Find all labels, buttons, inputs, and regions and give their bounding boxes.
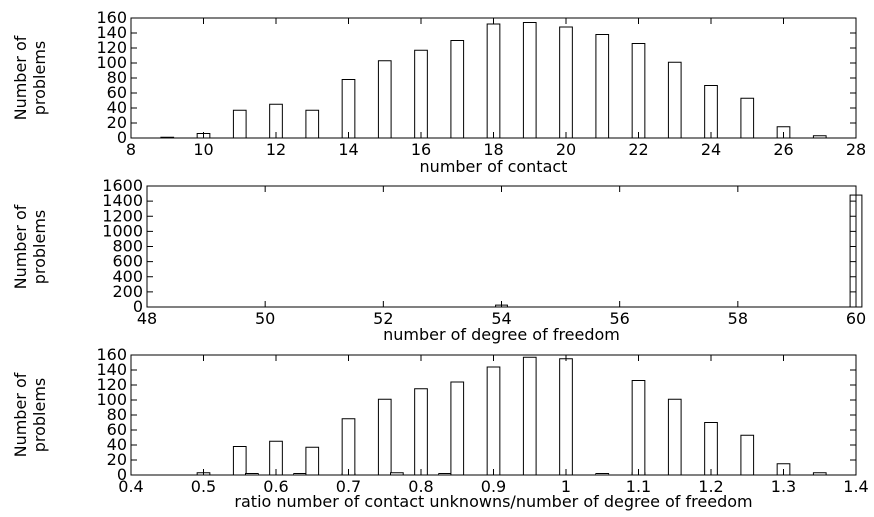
x-tick-label: 1.4 bbox=[843, 477, 868, 496]
y-tick-label: 400 bbox=[112, 267, 143, 286]
x-tick-label: 1 bbox=[561, 477, 571, 496]
bar bbox=[305, 446, 320, 476]
bar bbox=[486, 366, 501, 476]
bar bbox=[631, 380, 646, 476]
bar bbox=[667, 61, 682, 139]
bar bbox=[450, 40, 465, 139]
x-tick-label: 58 bbox=[728, 309, 748, 328]
x-tick-label: 10 bbox=[193, 140, 213, 159]
ratio-histogram: 0.4 0.5 0.6 0.7 0.8 0.9 1 1.1 1.2 1.3 1.4 020406080… bbox=[11, 345, 869, 511]
x-tick-label: 0.9 bbox=[481, 477, 506, 496]
y-tick-label: 160 bbox=[96, 345, 127, 364]
bar bbox=[740, 97, 755, 139]
y-tick-label: 120 bbox=[96, 38, 127, 57]
x-tick-label: 14 bbox=[338, 140, 358, 159]
y-tick-label: 60 bbox=[107, 420, 127, 439]
x-tick-label: 8 bbox=[126, 140, 136, 159]
bar bbox=[704, 422, 718, 476]
x-tick-label: 20 bbox=[556, 140, 576, 159]
x-tick-label: 0.5 bbox=[191, 477, 216, 496]
bar bbox=[559, 26, 573, 139]
y-tick-label: 100 bbox=[96, 53, 127, 72]
bar bbox=[486, 23, 501, 139]
y-tick-label: 0 bbox=[133, 297, 143, 316]
y-tick-label: 40 bbox=[107, 98, 127, 117]
x-tick-label: 52 bbox=[373, 309, 393, 328]
x-tick-label: 16 bbox=[411, 140, 431, 159]
y-tick-label: 20 bbox=[107, 450, 127, 469]
bar bbox=[522, 22, 537, 139]
bar bbox=[631, 43, 646, 139]
bar bbox=[377, 398, 392, 476]
bar bbox=[414, 388, 428, 476]
x-axis-label: ratio number of contact unknowns/number … bbox=[234, 492, 752, 511]
x-tick-label: 22 bbox=[628, 140, 648, 159]
y-tick-label: 1200 bbox=[102, 206, 143, 225]
x-tick-label: 24 bbox=[701, 140, 721, 159]
bar bbox=[414, 49, 428, 139]
y-tick-label: 60 bbox=[107, 83, 127, 102]
bar bbox=[522, 356, 537, 476]
y-tick-label: 140 bbox=[96, 23, 127, 42]
x-tick-label: 0.7 bbox=[336, 477, 361, 496]
x-tick-label: 50 bbox=[255, 309, 275, 328]
y-axis-label: Number ofproblems bbox=[11, 204, 49, 289]
x-tick-label: 0.8 bbox=[408, 477, 433, 496]
bar bbox=[559, 358, 573, 476]
y-tick-label: 1000 bbox=[102, 221, 143, 240]
x-tick-label: 18 bbox=[483, 140, 503, 159]
x-tick-label: 12 bbox=[266, 140, 286, 159]
y-tick-label: 80 bbox=[107, 405, 127, 424]
x-tick-label: 56 bbox=[609, 309, 629, 328]
y-tick-label: 600 bbox=[112, 252, 143, 271]
bar bbox=[704, 85, 718, 139]
bar bbox=[595, 34, 610, 139]
x-tick-label: 60 bbox=[846, 309, 866, 328]
x-tick-label: 26 bbox=[773, 140, 793, 159]
y-axis-label: Number ofproblems bbox=[11, 35, 49, 120]
x-tick-label: 48 bbox=[137, 309, 157, 328]
y-tick-label: 800 bbox=[112, 237, 143, 256]
y-tick-label: 0 bbox=[117, 465, 127, 484]
y-tick-label: 120 bbox=[96, 375, 127, 394]
x-axis-label: number of contact bbox=[420, 157, 568, 176]
y-axis-label: Number ofproblems bbox=[11, 372, 49, 457]
y-tick-label: 20 bbox=[107, 113, 127, 132]
x-tick-label: 28 bbox=[846, 140, 866, 159]
plot-frame bbox=[146, 185, 857, 308]
bar bbox=[341, 79, 356, 139]
x-tick-label: 1.1 bbox=[626, 477, 651, 496]
y-tick-label: 100 bbox=[96, 390, 127, 409]
y-tick-label: 140 bbox=[96, 360, 127, 379]
contact-count-histogram: 8 10 12 14 16 18 20 22 24 26 280204060801001201401… bbox=[11, 8, 866, 176]
x-tick-label: 0.6 bbox=[263, 477, 288, 496]
x-tick-label: 0.4 bbox=[118, 477, 143, 496]
y-tick-label: 40 bbox=[107, 435, 127, 454]
bar bbox=[740, 434, 755, 476]
bar bbox=[667, 398, 682, 476]
x-axis-label: number of degree of freedom bbox=[383, 325, 620, 344]
bar bbox=[232, 446, 247, 476]
bar bbox=[377, 60, 392, 139]
degree-of-freedom-histogram: 48 50 52 54 56 58 6002004006008001000120014001… bbox=[11, 176, 866, 344]
y-tick-label: 160 bbox=[96, 8, 127, 27]
y-tick-label: 80 bbox=[107, 68, 127, 87]
x-tick-label: 54 bbox=[491, 309, 511, 328]
bar bbox=[341, 418, 356, 476]
y-tick-label: 1400 bbox=[102, 191, 143, 210]
x-tick-label: 1.2 bbox=[698, 477, 723, 496]
bar bbox=[232, 109, 247, 139]
bar bbox=[450, 381, 465, 476]
y-tick-label: 200 bbox=[112, 282, 143, 301]
y-tick-label: 1600 bbox=[102, 176, 143, 195]
y-tick-label: 0 bbox=[117, 128, 127, 147]
bar bbox=[305, 109, 320, 139]
x-tick-label: 1.3 bbox=[771, 477, 796, 496]
